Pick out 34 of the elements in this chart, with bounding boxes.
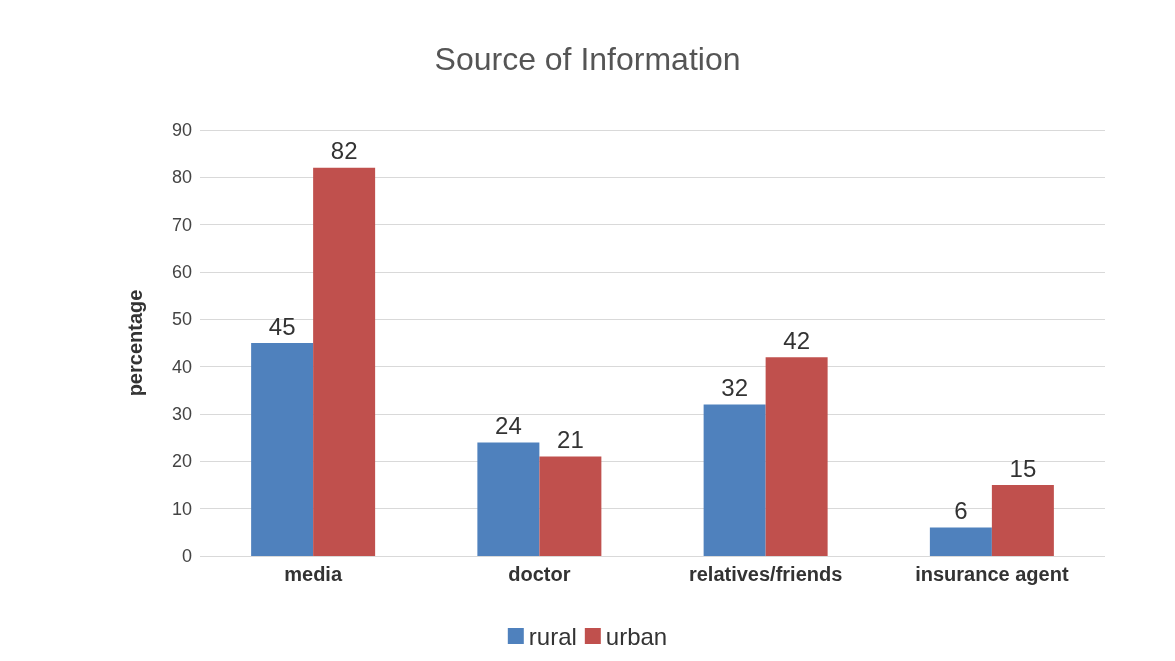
y-tick-label: 10 [171,498,192,519]
bar [929,527,992,556]
legend-label: urban [605,622,668,650]
bar [251,343,314,556]
bar [477,442,540,556]
data-label: 45 [268,312,296,340]
data-label: 15 [1009,454,1037,482]
data-label: 32 [721,374,748,402]
y-tick-label: 0 [181,546,192,566]
data-label: 42 [783,326,810,354]
x-tick-label: insurance agent [915,563,1069,585]
legend-label: rural [528,622,577,650]
x-tick-label: relatives/friends [688,563,843,585]
y-tick-label: 20 [171,451,192,472]
y-tick-label: 30 [171,404,192,424]
bar [765,357,828,556]
y-tick-label: 70 [171,214,192,235]
data-label: 21 [557,426,584,454]
bar [539,456,602,556]
x-tick-label: doctor [508,563,571,585]
chart-title: Source of Information [434,41,741,77]
y-tick-label: 60 [171,262,192,282]
data-label: 6 [954,497,968,525]
bar [991,485,1054,556]
data-label: 24 [495,411,522,439]
bar [703,404,766,556]
y-axis-title: percentage [124,289,146,397]
y-tick-label: 50 [171,309,192,330]
bar [313,167,376,556]
y-tick-label: 90 [171,120,192,140]
y-tick-label: 80 [171,167,192,188]
x-tick-label: media [284,563,343,585]
data-label: 82 [330,137,358,165]
y-tick-label: 40 [171,356,192,377]
